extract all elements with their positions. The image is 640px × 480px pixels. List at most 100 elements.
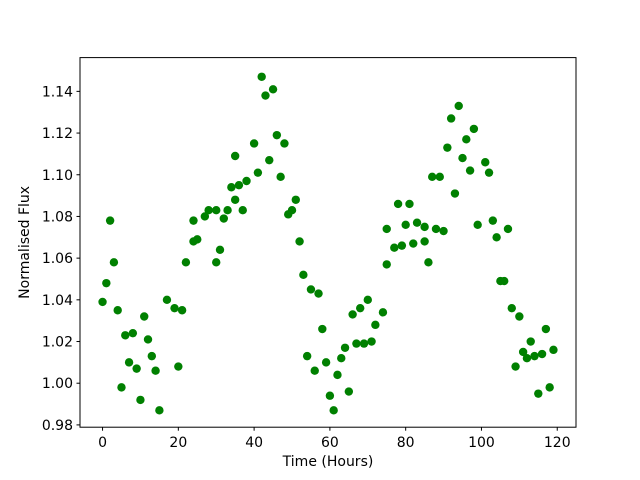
data-point: [242, 176, 251, 186]
x-tick-label: 20: [169, 435, 187, 451]
data-point: [393, 199, 403, 209]
x-tick-label: 120: [544, 435, 571, 451]
data-point: [348, 310, 357, 319]
data-point: [117, 383, 126, 392]
data-point: [534, 389, 543, 398]
data-point: [473, 220, 482, 229]
data-point: [162, 295, 172, 305]
data-point: [177, 306, 187, 315]
points-layer: [98, 72, 558, 415]
data-point: [450, 189, 460, 198]
data-point: [321, 358, 331, 367]
y-axis-label: Normalised Flux: [17, 186, 33, 299]
data-point: [318, 324, 327, 334]
data-point: [526, 337, 535, 346]
data-point: [291, 195, 300, 204]
data-point: [439, 226, 448, 236]
data-point: [227, 183, 236, 192]
y-tick-label: 1.14: [42, 84, 73, 100]
y-tick-label: 1.00: [42, 376, 73, 392]
data-point: [537, 349, 547, 359]
data-point: [446, 114, 456, 123]
data-point: [405, 199, 414, 209]
y-tick-label: 1.10: [42, 168, 73, 184]
data-point: [325, 391, 335, 400]
data-point: [143, 335, 153, 344]
data-point: [522, 353, 532, 363]
data-point: [420, 222, 429, 232]
data-point: [492, 233, 501, 242]
data-point: [420, 237, 429, 246]
data-point: [98, 297, 107, 307]
y-tick-label: 0.98: [42, 418, 73, 434]
data-point: [204, 205, 213, 215]
data-point: [340, 343, 350, 352]
data-point: [518, 347, 528, 357]
data-point: [458, 153, 467, 163]
data-point: [193, 235, 202, 244]
data-point: [530, 351, 539, 361]
data-point: [378, 308, 388, 317]
data-point: [545, 383, 554, 392]
data-point: [170, 303, 179, 313]
data-point: [507, 303, 516, 313]
data-point: [302, 351, 312, 361]
data-point: [465, 166, 475, 175]
data-point: [344, 387, 354, 396]
data-point: [424, 258, 433, 267]
data-point: [109, 258, 119, 267]
data-point: [295, 237, 304, 246]
data-point: [265, 155, 274, 165]
data-point: [333, 370, 342, 380]
data-point: [212, 258, 221, 267]
x-tick-label: 60: [321, 435, 339, 451]
data-point: [223, 205, 232, 215]
data-point: [481, 158, 490, 167]
data-point: [431, 224, 441, 234]
data-point: [230, 151, 240, 161]
data-point: [155, 406, 164, 415]
data-point: [499, 276, 509, 286]
data-point: [136, 395, 145, 405]
data-point: [367, 337, 376, 346]
data-point: [401, 220, 410, 229]
data-point: [488, 216, 498, 225]
data-point: [314, 289, 323, 298]
data-point: [503, 224, 513, 234]
data-point: [329, 406, 338, 415]
data-point: [511, 362, 520, 371]
plot-border: [79, 57, 577, 428]
data-point: [238, 205, 247, 215]
data-point: [390, 243, 399, 252]
data-point: [382, 224, 391, 234]
data-point: [428, 172, 437, 182]
data-point: [549, 345, 558, 355]
x-tick-label: 40: [245, 435, 263, 451]
data-point: [356, 303, 365, 313]
x-tick-label: 100: [468, 435, 495, 451]
data-point: [371, 320, 380, 330]
data-point: [515, 312, 524, 321]
data-point: [113, 306, 122, 315]
data-point: [299, 270, 308, 280]
data-point: [124, 358, 134, 367]
data-point: [151, 366, 160, 375]
data-point: [219, 214, 228, 223]
data-point: [174, 362, 183, 371]
data-point: [276, 172, 285, 182]
y-tick-label: 1.08: [42, 209, 73, 225]
data-point: [234, 180, 244, 190]
y-tick-label: 1.02: [42, 335, 73, 351]
data-point: [409, 239, 418, 248]
data-point: [261, 91, 270, 100]
data-point: [272, 130, 282, 140]
ticks-layer: 0 20 40 60 80 100 120 0.98 1.00 1.02 1.04 1.06 1.08 1…: [42, 84, 571, 451]
data-point: [253, 168, 263, 177]
data-point: [541, 324, 551, 334]
data-point: [352, 339, 361, 348]
data-point: [310, 366, 319, 375]
data-point: [132, 364, 141, 373]
data-point: [121, 331, 130, 340]
data-point: [337, 353, 346, 363]
